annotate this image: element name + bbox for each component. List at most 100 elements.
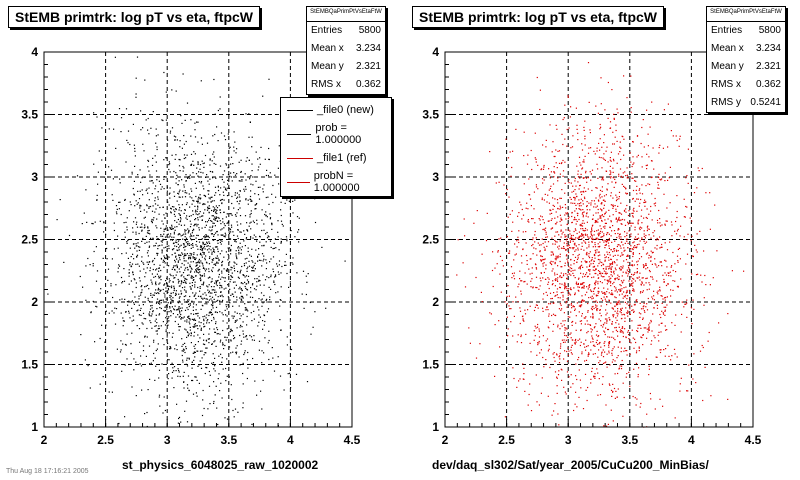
data-point bbox=[147, 389, 149, 391]
data-point bbox=[178, 223, 180, 225]
data-point bbox=[280, 329, 282, 331]
data-point bbox=[155, 292, 158, 294]
data-point bbox=[214, 370, 216, 372]
data-point bbox=[514, 254, 516, 256]
data-point bbox=[606, 234, 608, 236]
data-point bbox=[190, 188, 192, 190]
data-point bbox=[630, 248, 632, 250]
data-point bbox=[610, 204, 612, 206]
data-point bbox=[648, 213, 650, 215]
data-point bbox=[220, 229, 222, 231]
data-point bbox=[219, 303, 221, 305]
data-point bbox=[205, 224, 207, 226]
data-point bbox=[610, 176, 612, 178]
data-point bbox=[629, 308, 631, 310]
data-point bbox=[200, 182, 202, 184]
data-point bbox=[176, 403, 178, 405]
data-point bbox=[213, 209, 215, 211]
data-point bbox=[266, 262, 268, 264]
data-point bbox=[244, 350, 246, 352]
data-point bbox=[155, 365, 157, 367]
data-point bbox=[643, 302, 645, 304]
data-point bbox=[238, 194, 240, 196]
data-point bbox=[561, 379, 563, 381]
data-point bbox=[169, 132, 171, 134]
data-point bbox=[99, 292, 101, 294]
data-point bbox=[623, 295, 625, 297]
data-point bbox=[564, 282, 566, 284]
data-point bbox=[517, 239, 520, 241]
data-point bbox=[570, 311, 572, 313]
data-point bbox=[121, 282, 123, 284]
data-point bbox=[166, 258, 169, 260]
data-point bbox=[565, 327, 567, 329]
data-point bbox=[581, 301, 583, 303]
data-point bbox=[112, 296, 114, 299]
data-point bbox=[616, 301, 619, 303]
data-point bbox=[133, 180, 135, 182]
data-point bbox=[549, 213, 551, 215]
data-point bbox=[595, 341, 597, 344]
data-point bbox=[200, 252, 202, 254]
data-point bbox=[235, 284, 237, 286]
data-point bbox=[181, 280, 183, 282]
data-point bbox=[528, 221, 530, 223]
data-point bbox=[628, 334, 630, 336]
data-point bbox=[186, 274, 189, 276]
data-point bbox=[601, 219, 603, 222]
data-point bbox=[233, 261, 235, 263]
data-point bbox=[615, 217, 617, 219]
data-point bbox=[627, 222, 630, 224]
data-point bbox=[213, 381, 215, 383]
data-point bbox=[616, 357, 618, 359]
data-point bbox=[149, 315, 151, 317]
data-point bbox=[632, 309, 634, 311]
data-point bbox=[215, 264, 217, 266]
data-point bbox=[623, 247, 625, 249]
data-point bbox=[174, 215, 176, 217]
data-point bbox=[555, 231, 557, 233]
data-point bbox=[589, 324, 592, 326]
data-point bbox=[603, 287, 605, 289]
data-point bbox=[201, 249, 204, 251]
data-point bbox=[194, 351, 196, 353]
data-point bbox=[612, 143, 614, 145]
data-point bbox=[582, 214, 584, 216]
data-point bbox=[579, 162, 581, 164]
data-point bbox=[600, 315, 602, 317]
data-point bbox=[596, 368, 598, 370]
data-point bbox=[205, 352, 207, 354]
data-point bbox=[213, 328, 215, 330]
data-point bbox=[178, 254, 180, 256]
data-point bbox=[185, 278, 187, 280]
data-point bbox=[186, 319, 188, 321]
data-point bbox=[588, 265, 591, 267]
data-point bbox=[178, 417, 180, 420]
data-point bbox=[656, 356, 658, 358]
data-point bbox=[252, 261, 254, 263]
data-point bbox=[586, 212, 588, 214]
data-point bbox=[637, 154, 639, 156]
data-point bbox=[141, 177, 143, 179]
data-point bbox=[619, 255, 622, 257]
data-point bbox=[561, 325, 563, 327]
data-point bbox=[580, 235, 582, 237]
data-point bbox=[233, 315, 235, 318]
data-point bbox=[617, 219, 619, 221]
data-point bbox=[178, 293, 180, 295]
data-point bbox=[648, 228, 650, 230]
data-point bbox=[272, 357, 274, 359]
data-point bbox=[556, 128, 558, 130]
data-point bbox=[242, 330, 244, 332]
data-point bbox=[638, 346, 640, 348]
data-point bbox=[651, 263, 653, 265]
data-point bbox=[180, 224, 182, 226]
data-point bbox=[564, 287, 566, 289]
data-point bbox=[295, 373, 298, 375]
data-point bbox=[110, 285, 112, 287]
data-point bbox=[626, 354, 628, 356]
data-point bbox=[604, 257, 606, 259]
data-point bbox=[589, 132, 591, 134]
data-point bbox=[95, 280, 98, 282]
data-point bbox=[587, 311, 589, 313]
